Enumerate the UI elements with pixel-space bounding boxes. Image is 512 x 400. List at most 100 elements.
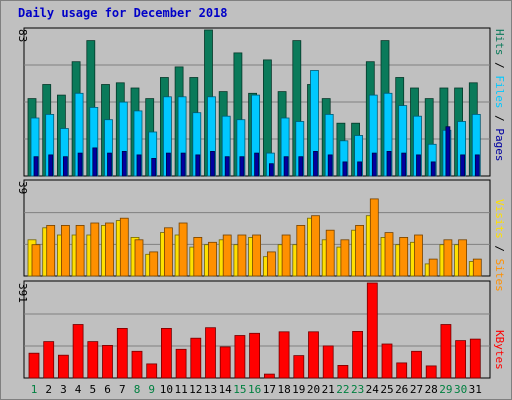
bar-sites-8	[134, 239, 144, 277]
bar-kbytes-3	[58, 354, 69, 379]
bar-pages-15	[239, 156, 245, 177]
x-label-10: 10	[160, 383, 173, 396]
bar-pages-1	[33, 156, 39, 177]
bar-sites-3	[61, 224, 70, 277]
x-label-5: 5	[89, 383, 96, 396]
x-label-26: 26	[395, 383, 408, 396]
bar-sites-17	[266, 251, 276, 277]
panel1-max-label: 83	[16, 29, 29, 42]
legend-files: Files	[493, 75, 506, 108]
bar-kbytes-4	[72, 324, 84, 379]
bar-kbytes-7	[116, 327, 128, 379]
bar-sites-15	[237, 234, 247, 277]
bar-sites-26	[399, 236, 409, 277]
x-label-27: 27	[410, 383, 423, 396]
bar-kbytes-12	[190, 337, 202, 379]
bar-sites-5	[90, 222, 100, 277]
bar-pages-2	[48, 154, 54, 177]
bar-pages-28	[430, 161, 436, 177]
bar-kbytes-17	[263, 373, 275, 379]
bar-pages-24	[371, 152, 377, 177]
legend-sep-1: /	[493, 56, 506, 76]
bar-sites-19	[296, 224, 306, 277]
bar-kbytes-18	[278, 331, 290, 379]
bar-pages-18	[283, 156, 289, 177]
bar-sites-13	[208, 241, 217, 277]
bar-kbytes-23	[352, 330, 364, 379]
bar-pages-23	[357, 161, 363, 177]
legend-sites: Sites	[493, 259, 506, 292]
bar-kbytes-30	[455, 340, 467, 379]
legend-sep-2: /	[493, 109, 506, 129]
legend-visits-sites: Visits / Sites	[493, 199, 506, 292]
bar-kbytes-21	[322, 345, 334, 379]
x-label-11: 11	[174, 383, 187, 396]
x-label-30: 30	[454, 383, 467, 396]
panel2-max-label: 39	[16, 181, 29, 194]
bar-sites-30	[458, 239, 468, 277]
legend-hits-files-pages: Hits / Files / Pages	[493, 29, 506, 162]
bar-pages-6	[107, 152, 112, 177]
bar-sites-28	[428, 258, 438, 277]
x-label-1: 1	[31, 383, 38, 396]
bar-sites-4	[75, 224, 85, 277]
bar-sites-11	[178, 222, 188, 277]
bar-kbytes-25	[381, 343, 393, 379]
bar-kbytes-10	[160, 327, 172, 379]
bar-sites-18	[281, 234, 291, 277]
bar-pages-16	[254, 152, 260, 177]
bar-kbytes-20	[308, 331, 319, 379]
bar-sites-2	[46, 224, 56, 277]
bar-sites-20	[311, 215, 320, 277]
bar-kbytes-27	[411, 350, 422, 379]
x-label-16: 16	[248, 383, 261, 396]
bar-sites-25	[384, 232, 394, 277]
bar-sites-10	[163, 227, 173, 277]
bar-kbytes-19	[293, 355, 305, 379]
x-label-17: 17	[263, 383, 276, 396]
x-label-12: 12	[189, 383, 202, 396]
bar-kbytes-9	[146, 363, 158, 379]
x-label-22: 22	[336, 383, 349, 396]
x-label-23: 23	[351, 383, 364, 396]
bar-pages-30	[460, 154, 466, 177]
bar-pages-19	[298, 156, 304, 177]
bar-sites-1	[31, 244, 41, 277]
x-label-8: 8	[134, 383, 141, 396]
bar-pages-12	[195, 154, 201, 177]
bar-kbytes-8	[131, 350, 143, 379]
bar-pages-11	[180, 152, 186, 177]
bar-kbytes-5	[87, 341, 99, 379]
bar-kbytes-31	[469, 338, 481, 379]
bar-kbytes-13	[205, 327, 216, 379]
x-label-2: 2	[45, 383, 52, 396]
x-label-6: 6	[104, 383, 111, 396]
x-label-9: 9	[148, 383, 155, 396]
bar-kbytes-15	[234, 335, 246, 379]
bar-sites-12	[193, 236, 203, 277]
bar-kbytes-6	[102, 344, 113, 379]
legend-pages: Pages	[493, 128, 506, 161]
x-axis-labels: 1 2 3 4 5 6 7 8 9 10 11 12 13 14 15 16 17 18 19 20 21 22 23 24 2…	[31, 383, 482, 396]
x-label-19: 19	[292, 383, 305, 396]
bar-pages-3	[63, 156, 68, 177]
bar-pages-14	[224, 156, 230, 177]
x-label-15: 15	[233, 383, 246, 396]
x-label-24: 24	[366, 383, 380, 396]
bar-kbytes-2	[43, 341, 55, 379]
bar-sites-29	[443, 239, 453, 277]
x-label-20: 20	[307, 383, 320, 396]
bar-sites-7	[119, 217, 129, 277]
bar-pages-17	[268, 163, 274, 177]
bar-pages-22	[342, 161, 348, 177]
bar-kbytes-14	[219, 346, 231, 379]
legend-visits: Visits	[493, 199, 506, 239]
x-label-3: 3	[60, 383, 67, 396]
bar-sites-16	[252, 234, 262, 277]
chart-title: Daily usage for December 2018	[18, 6, 228, 20]
x-label-29: 29	[439, 383, 452, 396]
bar-sites-9	[149, 251, 159, 277]
bar-sites-14	[222, 234, 232, 277]
bar-kbytes-24	[366, 282, 378, 379]
